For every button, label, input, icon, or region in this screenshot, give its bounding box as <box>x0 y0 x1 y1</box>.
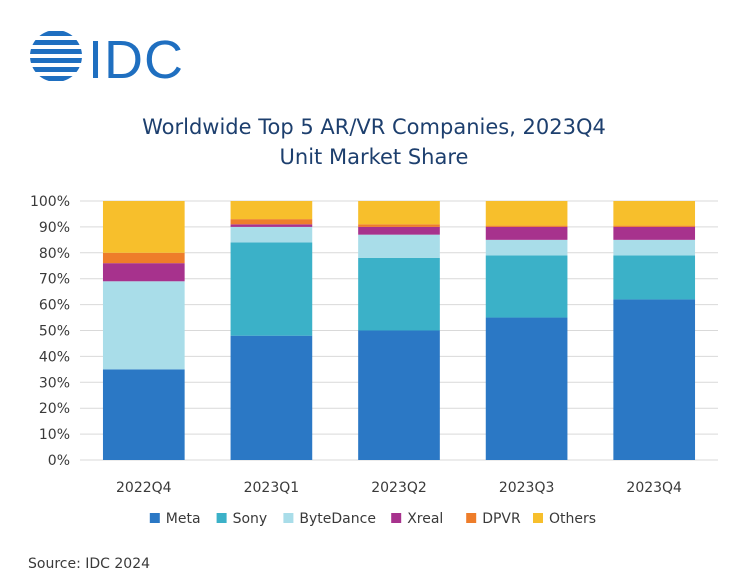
legend-item-xreal: Xreal <box>391 511 443 527</box>
legend-item-dpvr: DPVR <box>466 511 521 527</box>
bar-segment-meta <box>485 317 568 460</box>
legend-label: ByteDance <box>299 511 376 527</box>
bar-segment-bytedance <box>613 239 696 256</box>
globe-icon <box>30 31 82 81</box>
bar-stack-2022Q4 <box>102 201 185 460</box>
bar-segment-xreal <box>102 263 185 282</box>
bar-segment-bytedance <box>358 234 440 258</box>
bar-stack-2023Q3 <box>485 201 568 460</box>
x-axis: 2022Q4 2023Q1 2023Q2 2023Q3 2023Q4 <box>116 480 682 496</box>
legend: Meta Sony ByteDance Xreal DPVR Others <box>149 511 596 527</box>
legend-label: Xreal <box>407 511 443 527</box>
bar-segment-xreal <box>230 224 313 227</box>
y-tick-label: 80% <box>39 246 70 262</box>
bar-segment-others <box>102 201 185 253</box>
bar-segment-meta <box>358 330 440 460</box>
y-tick-label: 70% <box>39 272 70 288</box>
bar-stack-2023Q4 <box>613 201 696 460</box>
source-note: Source: IDC 2024 <box>28 556 151 572</box>
bar-segment-bytedance <box>230 226 313 243</box>
legend-swatch <box>283 513 294 523</box>
idc-logo: IDC <box>30 30 184 84</box>
bar-segment-sony <box>230 242 313 336</box>
legend-swatch <box>391 513 402 523</box>
bar-segment-sony <box>485 255 568 318</box>
bar-segment-others <box>485 201 568 226</box>
bar-segment-dpvr <box>358 224 440 227</box>
bar-segment-dpvr <box>102 252 185 264</box>
legend-swatch <box>533 513 543 523</box>
x-tick-label: 2023Q4 <box>626 480 682 496</box>
bar-segment-sony <box>358 257 440 331</box>
y-tick-label: 100% <box>30 194 70 210</box>
y-tick-label: 90% <box>39 220 70 236</box>
legend-item-bytedance: ByteDance <box>283 511 376 527</box>
y-tick-label: 0% <box>48 453 70 469</box>
bar-segment-others <box>358 201 440 225</box>
legend-label: Sony <box>233 511 268 527</box>
chart-title-line1: Worldwide Top 5 AR/VR Companies, 2023Q4 <box>142 115 606 139</box>
legend-swatch <box>466 513 477 523</box>
bar-segment-dpvr <box>230 219 313 225</box>
chart-title-line2: Unit Market Share <box>279 145 469 169</box>
y-tick-label: 10% <box>39 427 70 443</box>
legend-item-meta: Meta <box>149 511 201 527</box>
legend-item-others: Others <box>533 511 596 527</box>
bar-segment-meta <box>102 369 185 460</box>
y-tick-label: 50% <box>39 324 70 340</box>
bars <box>102 201 696 460</box>
y-tick-label: 60% <box>39 298 70 314</box>
legend-label: Others <box>549 511 596 527</box>
bar-stack-2023Q1 <box>230 201 313 460</box>
x-tick-label: 2022Q4 <box>116 480 172 496</box>
bar-segment-dpvr <box>613 225 696 227</box>
bar-segment-meta <box>613 299 696 460</box>
bar-segment-bytedance <box>485 239 568 256</box>
legend-label: DPVR <box>482 511 521 527</box>
bar-segment-others <box>613 201 696 226</box>
legend-item-sony: Sony <box>216 511 268 527</box>
bar-segment-xreal <box>613 226 696 240</box>
bar-segment-meta <box>230 335 313 460</box>
y-axis: 0% 10% 20% 30% 40% 50% 60% 70% 80% 90% 100% <box>30 194 70 469</box>
bar-segment-others <box>230 201 313 220</box>
y-tick-label: 40% <box>39 349 70 365</box>
legend-swatch <box>216 513 227 523</box>
x-tick-label: 2023Q2 <box>371 480 427 496</box>
y-tick-label: 20% <box>39 401 70 417</box>
bar-segment-sony <box>613 255 696 300</box>
bar-stack-2023Q2 <box>358 201 440 460</box>
bar-segment-dpvr <box>485 225 568 227</box>
chart-title: Worldwide Top 5 AR/VR Companies, 2023Q4 … <box>0 112 748 172</box>
bar-segment-xreal <box>358 226 440 235</box>
bar-segment-xreal <box>485 226 568 240</box>
legend-swatch <box>149 513 160 523</box>
bar-segment-bytedance <box>102 281 185 370</box>
x-tick-label: 2023Q1 <box>244 480 300 496</box>
idc-logo-text: IDC <box>88 30 184 84</box>
y-tick-label: 30% <box>39 375 70 391</box>
legend-label: Meta <box>166 511 201 527</box>
x-tick-label: 2023Q3 <box>499 480 555 496</box>
